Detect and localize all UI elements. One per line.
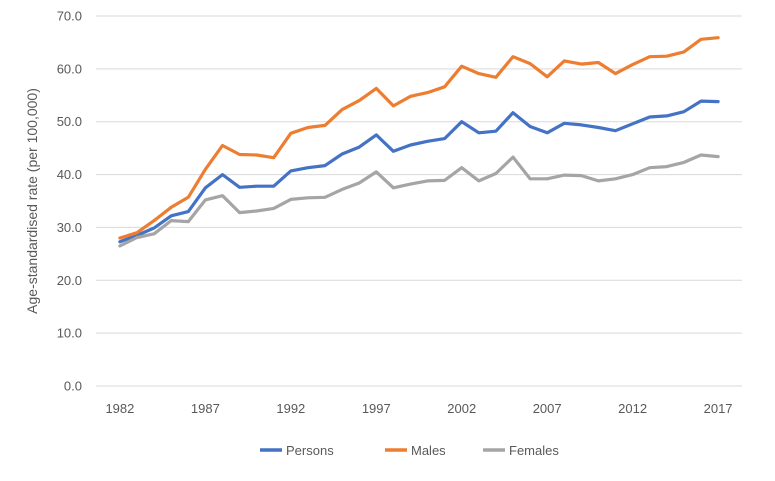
y-tick-label: 40.0 <box>57 167 82 182</box>
x-tick-label: 2017 <box>704 401 733 416</box>
y-axis-label: Age-standardised rate (per 100,000) <box>24 88 40 314</box>
series-line-persons <box>118 99 720 244</box>
legend: Persons Males Females <box>260 443 559 458</box>
legend-label-males: Males <box>411 443 446 458</box>
y-tick-label: 20.0 <box>57 273 82 288</box>
series-line-males <box>118 36 720 240</box>
legend-label-females: Females <box>509 443 559 458</box>
x-tick-label: 1987 <box>191 401 220 416</box>
y-tick-label: 50.0 <box>57 114 82 129</box>
series-lines <box>118 36 720 248</box>
y-tick-label: 30.0 <box>57 220 82 235</box>
series-line-females <box>118 153 720 248</box>
x-tick-label: 2007 <box>533 401 562 416</box>
x-tick-label: 1992 <box>276 401 305 416</box>
y-tick-label: 0.0 <box>64 379 82 394</box>
y-tick-label: 60.0 <box>57 61 82 76</box>
y-axis-ticks: 0.0 10.0 20.0 30.0 40.0 50.0 60.0 70.0 <box>57 9 82 394</box>
legend-label-persons: Persons <box>286 443 334 458</box>
gridlines <box>96 15 742 387</box>
y-tick-label: 10.0 <box>57 326 82 341</box>
x-tick-label: 1997 <box>362 401 391 416</box>
x-tick-label: 2002 <box>447 401 476 416</box>
y-tick-label: 70.0 <box>57 9 82 24</box>
x-tick-label: 2012 <box>618 401 647 416</box>
x-axis-ticks: 1982 1987 1992 1997 2002 2007 2012 2017 <box>105 401 732 416</box>
x-tick-label: 1982 <box>105 401 134 416</box>
